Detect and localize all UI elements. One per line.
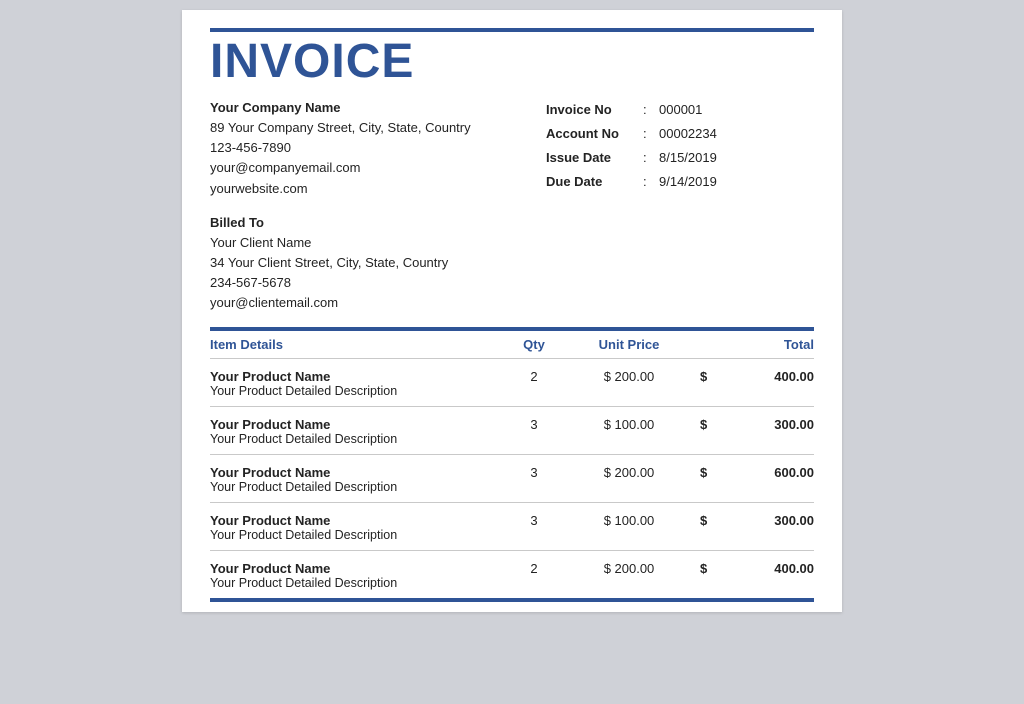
top-rule <box>210 28 814 32</box>
company-website: yourwebsite.com <box>210 179 514 199</box>
product-unit-price: $ 200.00 <box>564 369 694 398</box>
product-name: Your Product Name <box>210 513 504 528</box>
product-name: Your Product Name <box>210 369 504 384</box>
currency-symbol: $ <box>694 417 734 446</box>
product-description: Your Product Detailed Description <box>210 384 504 398</box>
header-unit-price: Unit Price <box>564 337 694 352</box>
account-no-value: 00002234 <box>659 124 812 146</box>
company-address: 89 Your Company Street, City, State, Cou… <box>210 118 514 138</box>
product-qty: 3 <box>504 465 564 494</box>
product-qty: 3 <box>504 513 564 542</box>
due-date-label: Due Date <box>546 172 641 194</box>
page-title: INVOICE <box>210 38 814 86</box>
product-description: Your Product Detailed Description <box>210 432 504 446</box>
product-name: Your Product Name <box>210 561 504 576</box>
items-header: Item Details Qty Unit Price Total <box>210 327 814 359</box>
billed-to-block: Billed To Your Client Name 34 Your Clien… <box>210 213 814 314</box>
product-description: Your Product Detailed Description <box>210 480 504 494</box>
meta-colon: : <box>643 148 657 170</box>
header-qty: Qty <box>504 337 564 352</box>
product-unit-price: $ 200.00 <box>564 465 694 494</box>
client-email: your@clientemail.com <box>210 293 814 313</box>
product-qty: 3 <box>504 417 564 446</box>
currency-symbol: $ <box>694 369 734 398</box>
product-description: Your Product Detailed Description <box>210 528 504 542</box>
invoice-meta: Invoice No : 000001 Account No : 0000223… <box>544 98 814 199</box>
info-row: Your Company Name 89 Your Company Street… <box>210 98 814 199</box>
due-date-value: 9/14/2019 <box>659 172 812 194</box>
issue-date-value: 8/15/2019 <box>659 148 812 170</box>
product-total: 400.00 <box>734 561 814 590</box>
product-name: Your Product Name <box>210 465 504 480</box>
product-unit-price: $ 200.00 <box>564 561 694 590</box>
client-phone: 234-567-5678 <box>210 273 814 293</box>
table-row: Your Product NameYour Product Detailed D… <box>210 503 814 551</box>
client-address: 34 Your Client Street, City, State, Coun… <box>210 253 814 273</box>
account-no-label: Account No <box>546 124 641 146</box>
meta-colon: : <box>643 172 657 194</box>
issue-date-label: Issue Date <box>546 148 641 170</box>
meta-colon: : <box>643 124 657 146</box>
client-name: Your Client Name <box>210 233 814 253</box>
table-row: Your Product NameYour Product Detailed D… <box>210 455 814 503</box>
product-total: 600.00 <box>734 465 814 494</box>
product-total: 300.00 <box>734 417 814 446</box>
invoice-page: INVOICE Your Company Name 89 Your Compan… <box>182 10 842 612</box>
product-name: Your Product Name <box>210 417 504 432</box>
header-item-details: Item Details <box>210 337 504 352</box>
product-qty: 2 <box>504 369 564 398</box>
product-unit-price: $ 100.00 <box>564 417 694 446</box>
table-row: Your Product NameYour Product Detailed D… <box>210 551 814 599</box>
invoice-no-label: Invoice No <box>546 100 641 122</box>
company-name: Your Company Name <box>210 98 514 118</box>
header-total: Total <box>694 337 814 352</box>
billed-to-heading: Billed To <box>210 213 814 233</box>
company-phone: 123-456-7890 <box>210 138 514 158</box>
items-body: Your Product NameYour Product Detailed D… <box>210 359 814 599</box>
product-qty: 2 <box>504 561 564 590</box>
meta-colon: : <box>643 100 657 122</box>
currency-symbol: $ <box>694 561 734 590</box>
company-email: your@companyemail.com <box>210 158 514 178</box>
product-unit-price: $ 100.00 <box>564 513 694 542</box>
product-description: Your Product Detailed Description <box>210 576 504 590</box>
table-row: Your Product NameYour Product Detailed D… <box>210 407 814 455</box>
company-block: Your Company Name 89 Your Company Street… <box>210 98 514 199</box>
product-total: 400.00 <box>734 369 814 398</box>
bottom-rule <box>210 598 814 602</box>
currency-symbol: $ <box>694 465 734 494</box>
product-total: 300.00 <box>734 513 814 542</box>
invoice-no-value: 000001 <box>659 100 812 122</box>
table-row: Your Product NameYour Product Detailed D… <box>210 359 814 407</box>
currency-symbol: $ <box>694 513 734 542</box>
